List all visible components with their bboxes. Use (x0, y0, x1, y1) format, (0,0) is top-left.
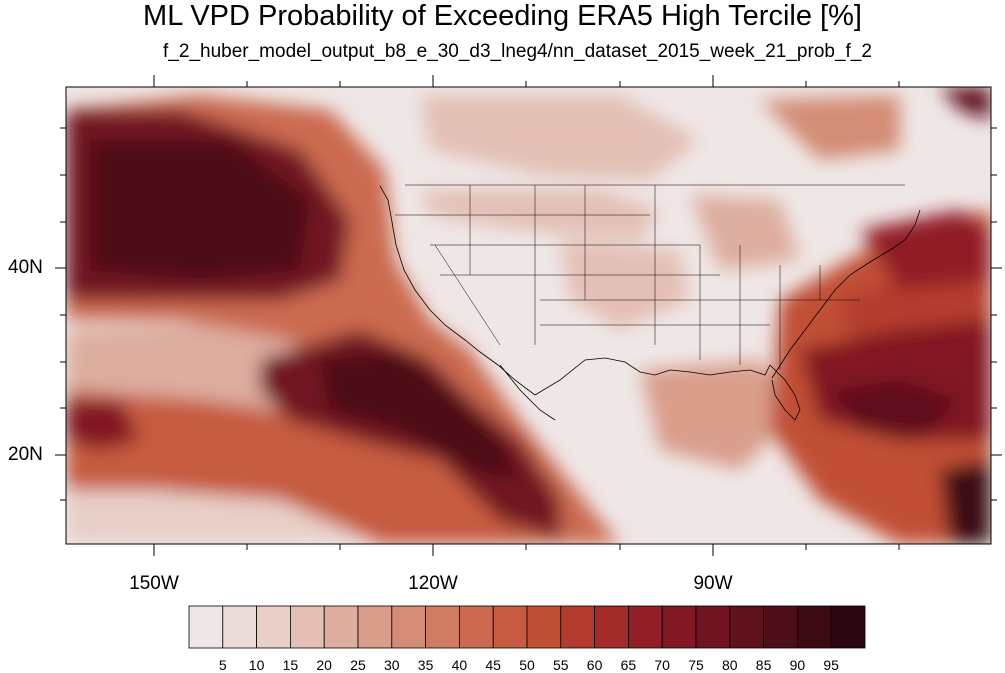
axis-ticks (55, 75, 1002, 556)
colorbar-tick-label: 90 (789, 657, 806, 673)
lon-label-150w: 150W (129, 573, 179, 594)
colorbar (188, 605, 866, 649)
colorbar-tick-label: 10 (248, 657, 265, 673)
colorbar-swatch (458, 605, 494, 649)
colorbar-tick-label: 65 (620, 657, 637, 673)
colorbar-tick-label: 20 (316, 657, 332, 673)
lon-label-120w: 120W (408, 573, 458, 594)
state-borders (395, 184, 905, 370)
colorbar-tick-label: 15 (282, 657, 299, 673)
colorbar-tick-label: 50 (519, 657, 535, 673)
coastline (379, 185, 921, 421)
colorbar-swatch (357, 605, 393, 649)
colorbar-swatch (763, 605, 798, 649)
colorbar-swatch (797, 605, 832, 649)
colorbar-swatch (594, 605, 629, 649)
colorbar-swatch (425, 605, 460, 649)
colorbar-swatch (526, 605, 562, 649)
lon-label-90w: 90W (693, 573, 733, 594)
colorbar-swatch (492, 605, 528, 649)
colorbar-swatch (256, 605, 291, 649)
colorbar-swatch (560, 605, 595, 649)
colorbar-tick-label: 30 (384, 657, 400, 673)
colorbar-tick-label: 25 (350, 657, 366, 673)
colorbar-swatch (391, 605, 426, 649)
colorbar-tick-label: 70 (654, 657, 670, 673)
colorbar-tick-label: 40 (451, 657, 468, 673)
colorbar-tick-label: 75 (688, 657, 704, 673)
colorbar-tick-label: 5 (218, 657, 227, 673)
colorbar-swatch (188, 605, 224, 649)
colorbar-tick-label: 55 (553, 657, 569, 673)
colorbar-swatch (729, 605, 764, 649)
colorbar-swatch (628, 605, 663, 649)
lat-label-20n: 20N (8, 444, 43, 465)
colorbar-swatch (661, 605, 697, 649)
colorbar-tick-label: 80 (722, 657, 738, 673)
colorbar-swatch (695, 605, 731, 649)
colorbar-swatch (289, 605, 325, 649)
map-title: ML VPD Probability of Exceeding ERA5 Hig… (143, 0, 862, 32)
colorbar-tick-label: 60 (586, 657, 603, 673)
colorbar-swatch (323, 605, 359, 649)
map-subtitle: f_2_huber_model_output_b8_e_30_d3_lneg4/… (163, 41, 872, 62)
colorbar-tick-label: 85 (755, 657, 772, 673)
colorbar-tick-label: 95 (823, 657, 839, 673)
lat-label-40n: 40N (8, 257, 43, 278)
colorbar-swatch (830, 605, 866, 649)
colorbar-tick-label: 35 (417, 657, 434, 673)
colorbar-swatch (222, 605, 258, 649)
probability-field (66, 87, 991, 544)
colorbar-tick-label: 45 (485, 657, 501, 673)
